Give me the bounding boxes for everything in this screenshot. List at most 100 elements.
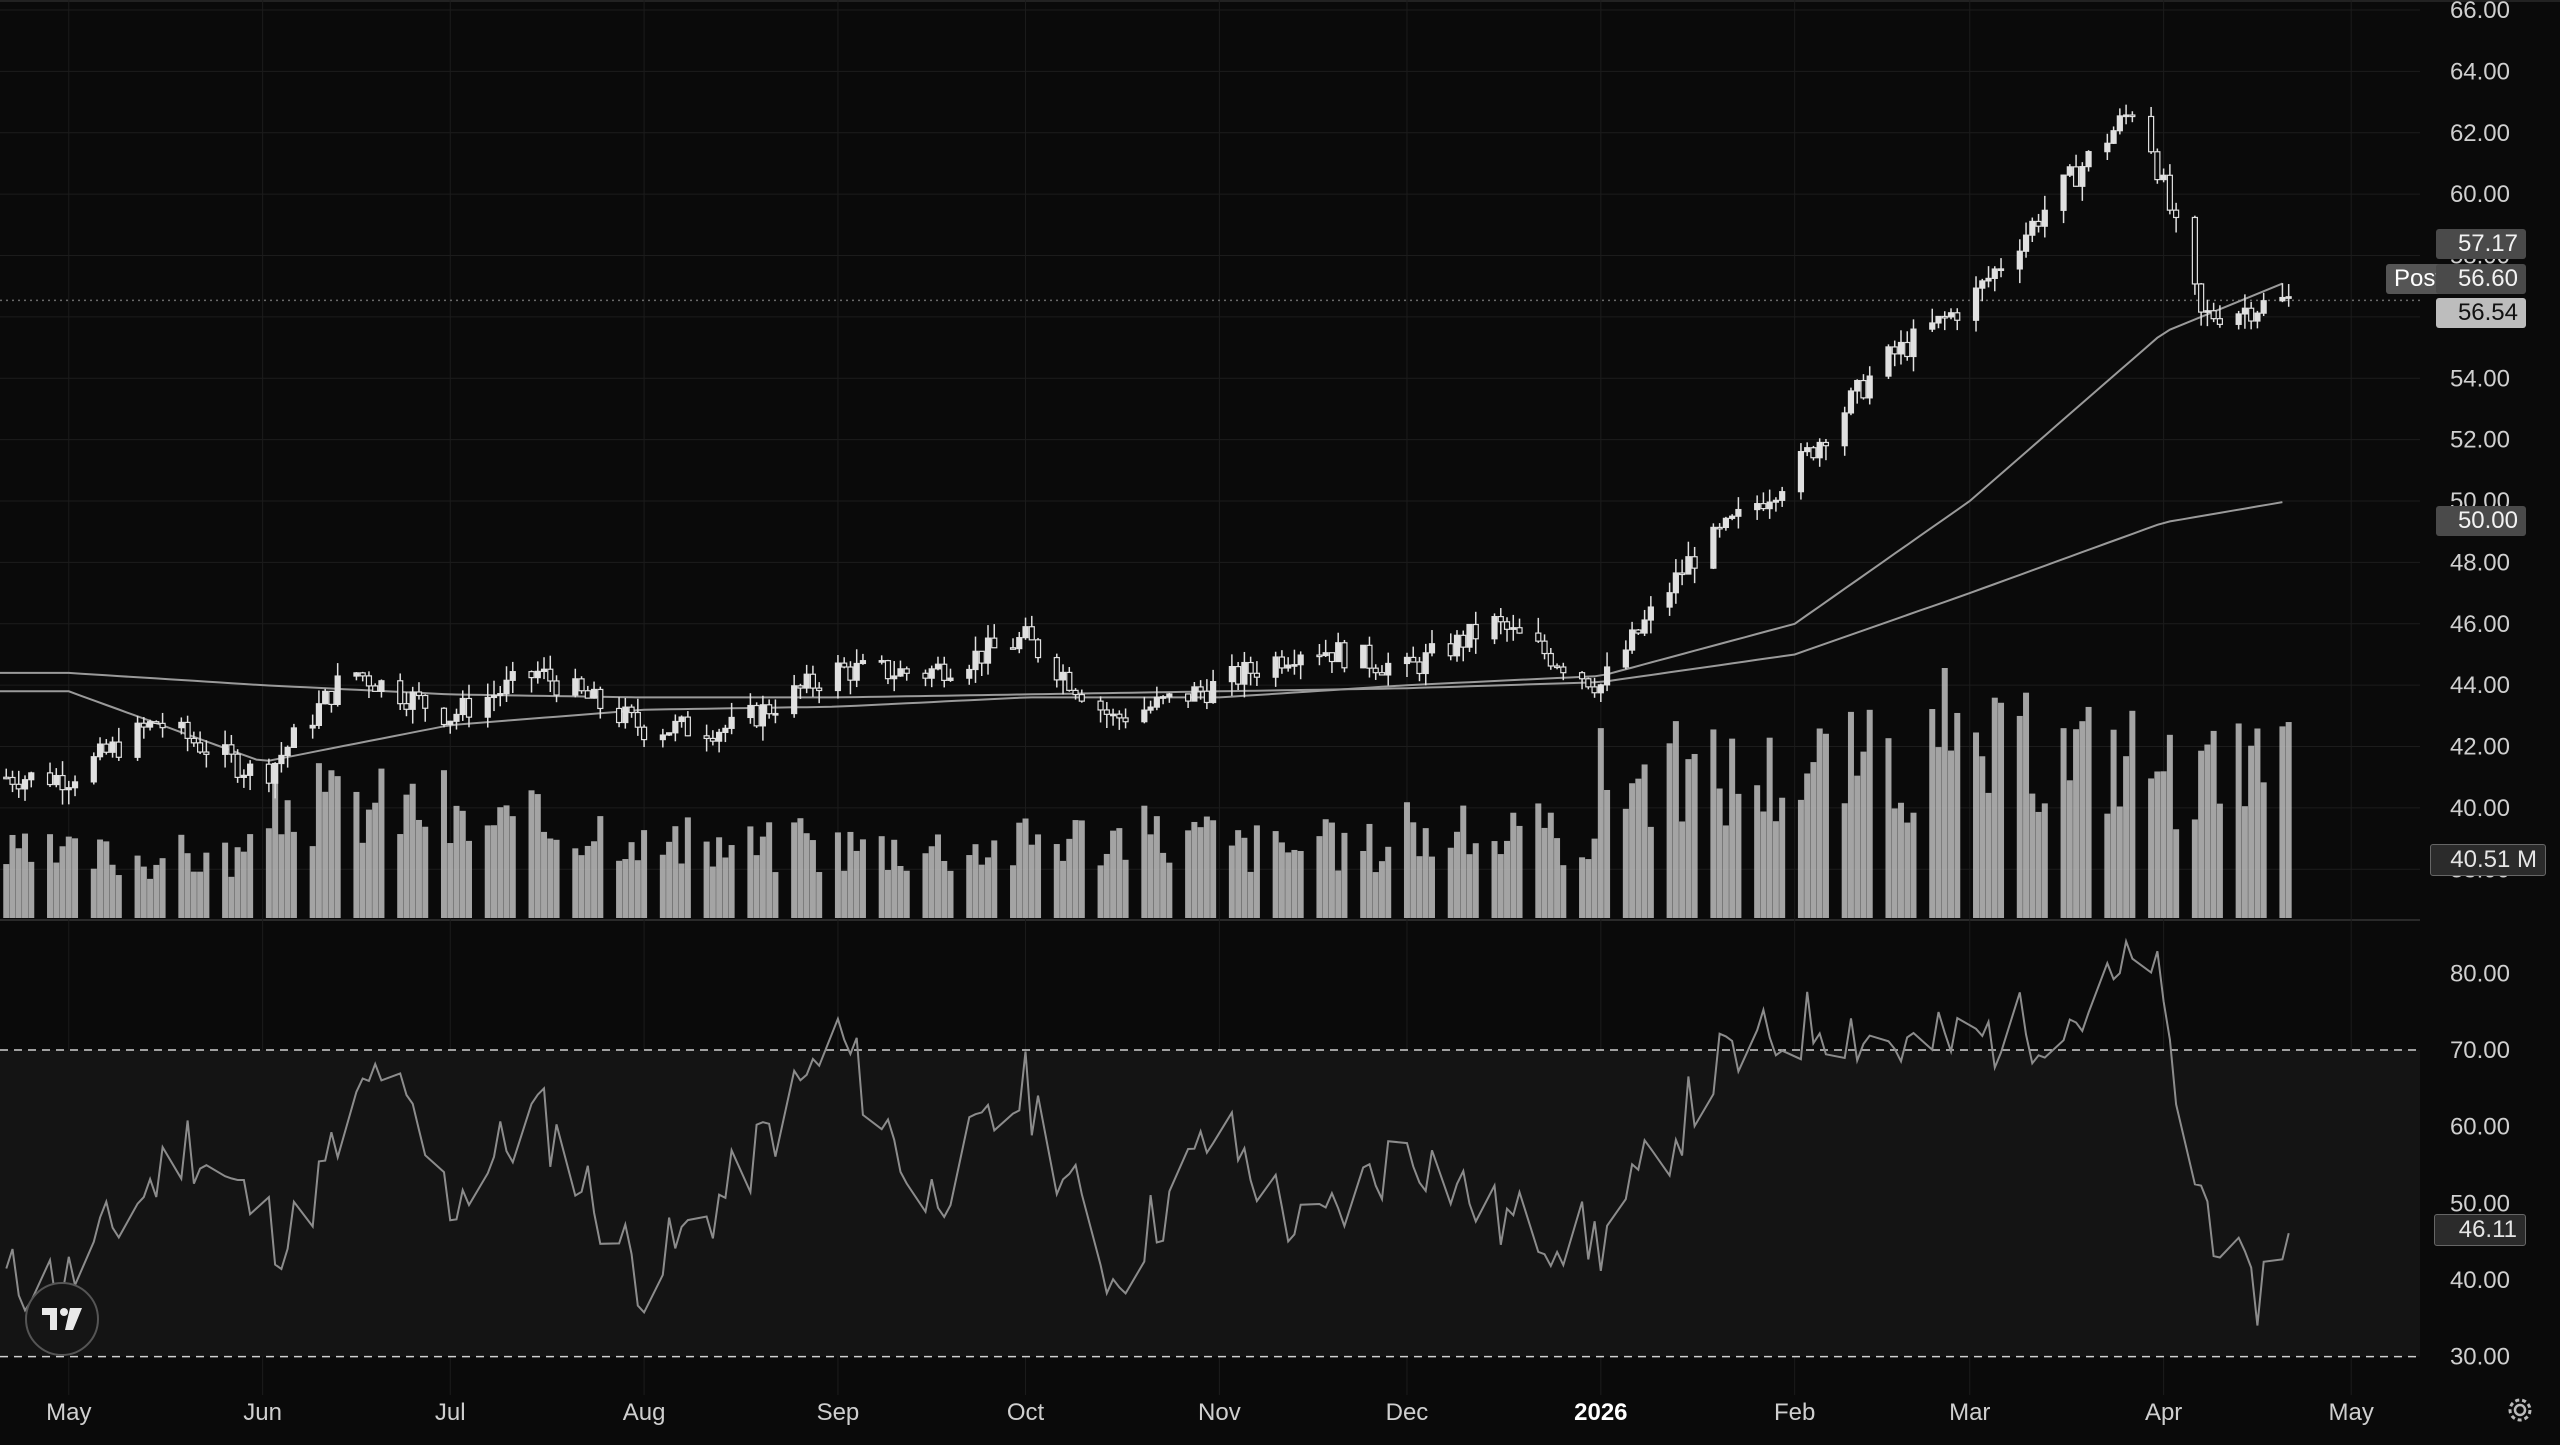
candle-body [1503, 621, 1511, 630]
candle-body [2241, 307, 2249, 315]
candle-body [672, 720, 679, 734]
candle-body [103, 743, 110, 753]
candle-body [59, 774, 66, 791]
candle-body [272, 762, 279, 784]
volume-bar [947, 870, 954, 918]
candle-body [184, 721, 191, 739]
candle-body [2085, 151, 2092, 168]
candle-body [2104, 142, 2111, 153]
volume-bar [1272, 831, 1279, 918]
candle-body [528, 671, 535, 679]
volume-bar [1454, 831, 1461, 918]
candle-body [1360, 644, 1367, 669]
candle-body [684, 716, 691, 737]
candle-body [497, 693, 504, 697]
candle-body [1210, 681, 1217, 704]
volume-bar [90, 868, 97, 918]
volume-bar [1335, 870, 1342, 918]
volume-bar [397, 834, 404, 918]
candle-body [1335, 642, 1342, 663]
candle-body [766, 704, 773, 715]
candle-body [197, 742, 204, 753]
candle-body [572, 678, 579, 696]
volume-bar [1597, 728, 1604, 918]
volume-bar [1772, 821, 1779, 918]
candle-body [1804, 447, 1811, 453]
candle-body [2116, 115, 2123, 132]
candle-body [966, 668, 973, 679]
volume-bar [547, 838, 554, 918]
candle-body [234, 753, 241, 778]
volume-bar [1497, 854, 1504, 918]
volume-bar [1716, 788, 1723, 918]
volume-bar [1735, 793, 1742, 918]
last-price-label: 56.54 [2436, 298, 2526, 328]
candle-body [140, 722, 147, 728]
volume-bar [1754, 785, 1761, 918]
candle-body [922, 672, 929, 679]
volume-bar [378, 768, 385, 918]
candle-body [2166, 174, 2173, 211]
volume-bar [1322, 819, 1329, 918]
candle-body [2173, 209, 2180, 219]
candle-body [1722, 517, 1729, 529]
candle-body [1122, 717, 1129, 723]
volume-bar [1504, 840, 1511, 918]
candle-body [2198, 283, 2205, 313]
price-tick-label: 62.00 [2450, 120, 2510, 147]
volume-bar [1641, 764, 1648, 918]
candle-body [2235, 313, 2242, 325]
volume-bar [772, 872, 779, 918]
volume-bar [2260, 782, 2267, 918]
volume-bar [3, 864, 10, 918]
candle-body [90, 756, 97, 783]
candle-body [1891, 346, 1898, 355]
volume-bar [1541, 827, 1548, 918]
settings-gear-icon[interactable] [2504, 1394, 2536, 1426]
candle-body [1278, 656, 1286, 669]
volume-bar [103, 841, 110, 918]
candle-body [247, 763, 254, 776]
candle-body [1059, 671, 1067, 681]
candle-body [1954, 312, 1961, 321]
candle-body [853, 662, 860, 681]
volume-bar [1422, 828, 1429, 918]
volume-bar [1016, 822, 1023, 918]
volume-bar [184, 853, 191, 918]
price-tick-label: 46.00 [2450, 611, 2510, 638]
tradingview-logo-icon[interactable] [25, 1282, 99, 1356]
candle-body [2066, 166, 2073, 176]
candle-body [1779, 491, 1786, 501]
volume-bar [985, 857, 992, 918]
volume-bar [1885, 738, 1892, 918]
rsi-tick-label: 30.00 [2450, 1344, 2510, 1371]
time-tick-label: Aug [623, 1399, 666, 1426]
candle-body [1141, 709, 1148, 723]
volume-bar [572, 848, 579, 918]
volume-bar [1360, 850, 1367, 918]
volume-bar [1297, 851, 1304, 918]
candle-body [178, 721, 185, 729]
volume-bar [1010, 865, 1017, 918]
volume-bar [203, 852, 210, 918]
volume-bar [309, 846, 316, 918]
volume-bar [2235, 723, 2242, 918]
candle-body [797, 685, 804, 689]
candle-body [240, 774, 247, 778]
volume-bar [1410, 822, 1417, 918]
candle-body [2072, 166, 2080, 187]
volume-bar [1647, 826, 1654, 918]
candle-body [809, 673, 817, 689]
candle-body [1322, 652, 1329, 657]
candle-body [1841, 412, 1848, 447]
volume-bar [328, 770, 335, 918]
volume-bar [1247, 871, 1254, 918]
candle-body [2160, 174, 2167, 181]
candle-body [1203, 690, 1210, 704]
candle-body [1754, 503, 1761, 511]
candle-body [1553, 665, 1561, 669]
volume-bar [2129, 710, 2136, 918]
candle-body [1316, 654, 1323, 658]
